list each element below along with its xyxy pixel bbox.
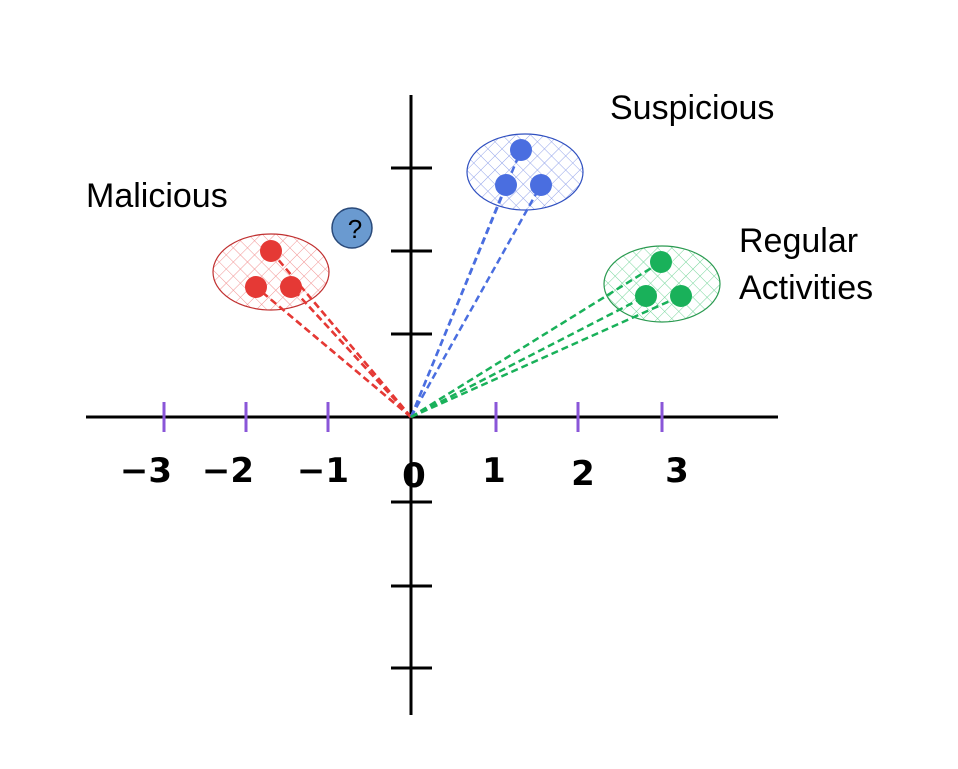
regular-label-line2: Activities — [739, 269, 873, 307]
regular-label-line1: Regular — [739, 222, 858, 260]
question-mark-icon: ? — [348, 214, 362, 244]
unknown-point-circle — [331, 207, 373, 249]
malicious-ray — [290, 286, 412, 418]
regular-point — [635, 285, 657, 307]
x-tick-label: −3 — [120, 451, 172, 491]
suspicious-point — [495, 174, 517, 196]
regular-cluster: Regular Activities — [410, 222, 873, 419]
x-tick-label: 1 — [482, 451, 506, 491]
regular-point — [670, 285, 692, 307]
malicious-point — [245, 276, 267, 298]
suspicious-ray — [409, 184, 508, 418]
malicious-ray — [270, 250, 412, 418]
regular-ray — [410, 260, 662, 419]
unknown-point: ? — [331, 207, 373, 249]
suspicious-point — [510, 139, 532, 161]
malicious-ray — [255, 286, 412, 418]
suspicious-point — [530, 174, 552, 196]
suspicious-ellipse — [466, 133, 584, 211]
x-tick-label: 0 — [402, 456, 426, 496]
x-tick-label: 3 — [665, 451, 689, 491]
regular-ellipse — [603, 245, 721, 323]
malicious-point — [280, 276, 302, 298]
suspicious-cluster: Suspicious — [409, 89, 774, 418]
regular-ray — [410, 294, 682, 419]
suspicious-ray — [409, 184, 543, 418]
suspicious-label: Suspicious — [610, 89, 774, 127]
malicious-label: Malicious — [86, 177, 228, 215]
regular-ray — [410, 294, 647, 419]
x-tick-label: −2 — [202, 451, 254, 491]
malicious-cluster: Malicious — [86, 177, 412, 418]
x-tick-label: 2 — [571, 454, 595, 494]
malicious-point — [260, 240, 282, 262]
regular-point — [650, 251, 672, 273]
x-tick-label: −1 — [297, 451, 349, 491]
